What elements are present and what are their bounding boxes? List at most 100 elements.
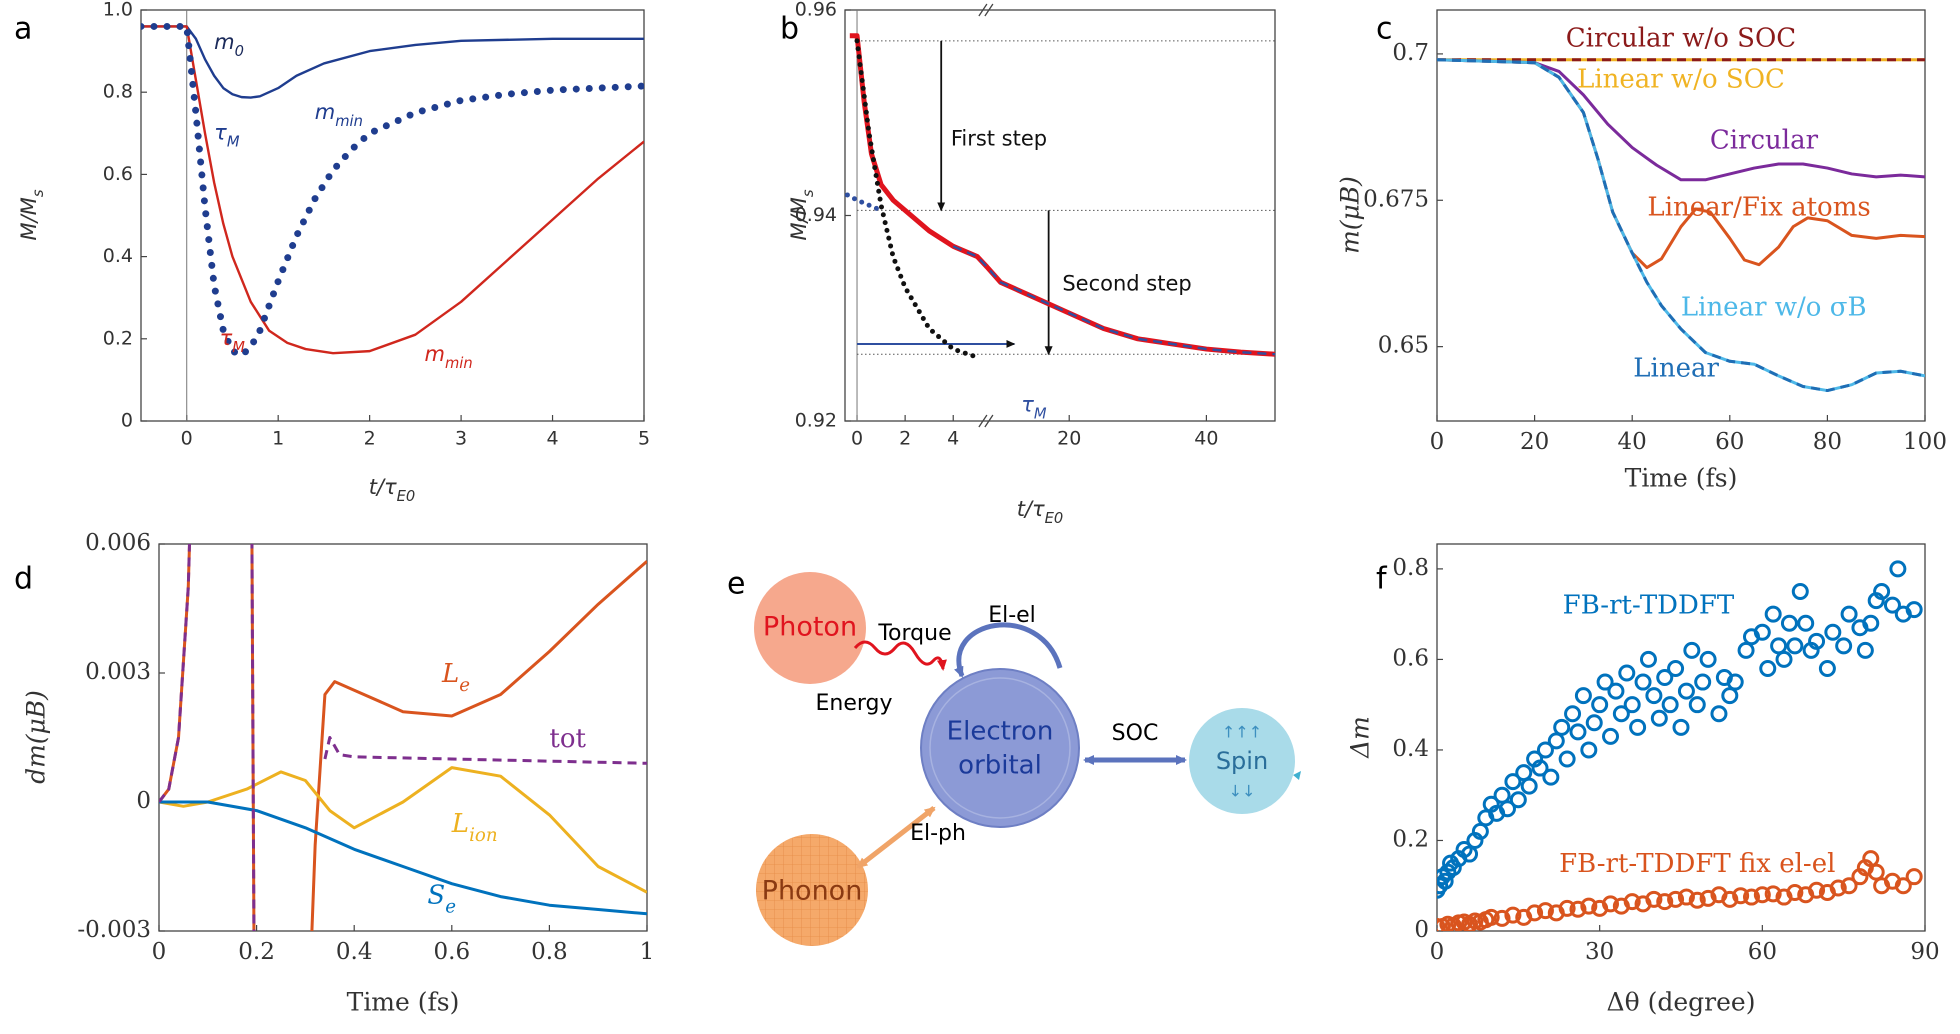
label-text: M/M xyxy=(787,197,811,240)
scatter-point xyxy=(1526,904,1544,922)
x-tick-label: 1 xyxy=(272,428,284,450)
x-tick-label: 40 xyxy=(1194,428,1218,450)
label-subscript: s xyxy=(800,189,817,197)
y-tick-label: 0.94 xyxy=(795,204,837,226)
scatter-point xyxy=(1623,893,1641,911)
scatter-point xyxy=(1721,687,1739,705)
label-subscript: M xyxy=(232,338,245,355)
plot-area xyxy=(159,544,647,931)
annotation: m0 xyxy=(214,30,244,60)
x-tick-label: 20 xyxy=(1520,429,1549,455)
y-tick-label: 0 xyxy=(136,788,151,814)
scatter-point xyxy=(1683,641,1701,659)
x-tick-label: 0 xyxy=(851,428,863,450)
scatter-point xyxy=(1656,893,1674,911)
scatter-point xyxy=(1894,877,1912,895)
x-tick-label: 0.2 xyxy=(238,939,275,965)
phonon-node xyxy=(756,834,868,946)
label-text: Circular w/o SOC xyxy=(1566,23,1796,53)
x-axis-label: t/τE0 xyxy=(1017,497,1064,527)
scatter-point xyxy=(1775,650,1793,668)
y-tick-label: 0 xyxy=(1414,917,1429,943)
edge-label: Torque xyxy=(877,621,951,646)
label-subscript: min xyxy=(445,355,473,372)
y-axis-label: M/Ms xyxy=(17,189,47,240)
series-label: Linear xyxy=(1633,353,1719,383)
series-label: tot xyxy=(549,724,586,754)
chart-panel: c 0 20 40 60 80 100 0.65 0.675 0.7 Time (fs) m(μB) L… xyxy=(1336,9,1947,493)
series-label: Lion xyxy=(451,809,498,846)
y-tick-label: 0.2 xyxy=(103,327,133,349)
label-subscript: min xyxy=(335,112,363,129)
x-tick-label: 40 xyxy=(1618,429,1647,455)
scatter-point xyxy=(1493,786,1511,804)
y-tick-label: 0.7 xyxy=(1392,40,1429,66)
scatter-point xyxy=(1797,614,1815,632)
series-line xyxy=(952,245,1275,356)
scatter-point xyxy=(1672,718,1690,736)
x-axis-label: Time (fs) xyxy=(347,988,460,1017)
scatter-point xyxy=(1564,705,1582,723)
x-tick-label: 0.4 xyxy=(336,939,373,965)
label-text: m xyxy=(214,30,234,54)
series-line xyxy=(159,544,647,931)
y-axis-label: Δm xyxy=(1346,716,1375,759)
scatter-point xyxy=(1509,791,1527,809)
axis-break xyxy=(978,414,994,428)
x-tick-label: 0.6 xyxy=(434,939,471,965)
series-label: Linear w/o SOC xyxy=(1577,64,1785,94)
y-tick-label: 0.4 xyxy=(103,245,133,267)
scatter-point xyxy=(1726,673,1744,691)
y-axis-label: dm(μB) xyxy=(22,690,51,784)
series-label: FB-rt-TDDFT xyxy=(1563,590,1735,620)
y-tick-label: 0.6 xyxy=(1392,645,1429,671)
annotation: τM xyxy=(220,326,246,356)
scatter-point xyxy=(1742,888,1760,906)
y-tick-label: 0.2 xyxy=(1392,826,1429,852)
scatter-point xyxy=(1889,560,1907,578)
y-tick-label: 0.675 xyxy=(1363,186,1429,212)
label-text: Linear/Fix atoms xyxy=(1647,192,1870,222)
series-line xyxy=(1437,58,1925,393)
edge-label: El-ph xyxy=(910,821,966,846)
scatter-point xyxy=(1547,732,1565,750)
scatter-point xyxy=(1596,673,1614,691)
plot-area xyxy=(1437,560,1923,931)
y-tick-label: 1.0 xyxy=(103,0,133,21)
x-tick-label: 0 xyxy=(152,939,167,965)
chart-panel: b 0 2 4 20 40 0.92 0.94 0.96 t/τE0 M/Ms First step S… xyxy=(780,0,1276,527)
scatter-point xyxy=(1764,605,1782,623)
panel-letter: d xyxy=(14,562,33,597)
node-label: Phonon xyxy=(762,876,863,907)
spin-up-icon: ↑↑↑ xyxy=(1222,723,1262,742)
x-tick-label: 60 xyxy=(1715,429,1744,455)
x-tick-label: 100 xyxy=(1903,429,1947,455)
scatter-point xyxy=(1439,915,1457,931)
scatter-point xyxy=(1862,614,1880,632)
label-text: FB-rt-TDDFT fix el-el xyxy=(1559,849,1835,879)
series-label: FB-rt-TDDFT fix el-el xyxy=(1559,849,1835,879)
scatter-point xyxy=(1504,773,1522,791)
scatter-point xyxy=(1699,889,1717,907)
y-axis-label: M/Ms xyxy=(787,189,817,240)
label-subscript: E0 xyxy=(397,488,416,505)
label-subscript: e xyxy=(445,896,456,917)
electron-ring xyxy=(929,677,1071,819)
scatter-point xyxy=(1721,890,1739,908)
series-label: Linear w/o σB xyxy=(1681,293,1867,323)
scatter-point xyxy=(1493,909,1511,927)
scatter-point xyxy=(1569,900,1587,918)
scatter-point xyxy=(1808,881,1826,899)
series-line xyxy=(1437,58,1925,182)
series-label: Circular w/o SOC xyxy=(1566,23,1796,53)
x-tick-label: 1 xyxy=(640,939,655,965)
y-tick-label: -0.003 xyxy=(77,917,151,943)
label-subscript: s xyxy=(30,189,47,197)
scatter-point xyxy=(1883,596,1901,614)
self-loop xyxy=(954,622,1063,678)
scatter-point xyxy=(1471,822,1489,840)
label-text: τ xyxy=(214,120,227,144)
y-tick-label: 0.6 xyxy=(103,163,133,185)
scatter-point xyxy=(1591,696,1609,714)
